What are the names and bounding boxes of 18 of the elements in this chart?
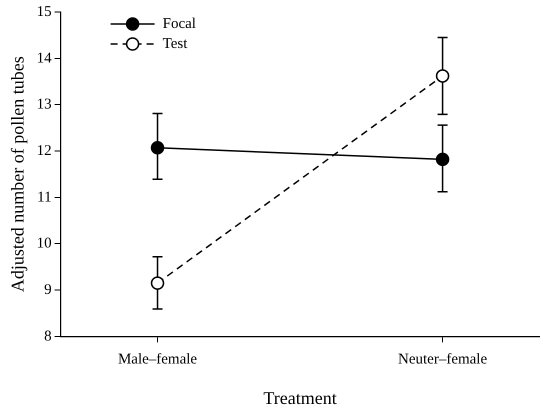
y-tick-label: 11	[37, 189, 52, 206]
y-tick-label: 15	[36, 4, 52, 20]
point	[436, 69, 450, 83]
y-tick-label: 9	[44, 282, 52, 298]
point	[150, 276, 164, 290]
y-tick-label: 8	[44, 328, 52, 344]
y-tick-label: 13	[36, 96, 52, 113]
x-tick-label: Neuter–female	[398, 351, 488, 368]
x-axis-title: Treatment	[263, 388, 337, 408]
legend-label: Test	[162, 36, 188, 52]
y-tick-label: 10	[36, 236, 52, 252]
y-axis-title: Adjusted number of pollen tubes	[8, 56, 28, 292]
y-tick-label: 14	[36, 50, 52, 66]
x-tick-label: Male–female	[118, 351, 198, 368]
y-tick-label: 12	[36, 142, 52, 159]
point	[150, 141, 164, 155]
point	[436, 152, 450, 166]
legend-label: Focal	[162, 16, 196, 32]
